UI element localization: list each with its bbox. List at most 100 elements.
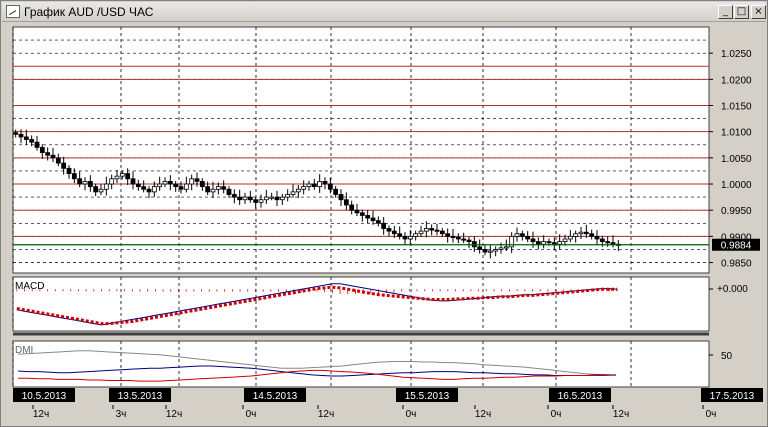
- candle-body: [189, 178, 195, 185]
- candle-body: [375, 220, 381, 224]
- candle-body: [445, 233, 451, 237]
- price-tick-label: 1.0100: [721, 128, 752, 139]
- date-label: 16.5.2013: [558, 391, 603, 402]
- candle-body: [13, 132, 19, 135]
- hour-label: 0ч: [406, 409, 417, 420]
- candle-body: [413, 233, 419, 237]
- candle-body: [391, 230, 397, 235]
- candle-body: [359, 212, 365, 216]
- title-bar[interactable]: График AUD /USD ЧАС _ □ ×: [2, 2, 766, 22]
- candle-body: [594, 235, 600, 240]
- candle-body: [274, 196, 280, 201]
- window-title: График AUD /USD ЧАС: [24, 5, 154, 19]
- candle-body: [263, 196, 269, 201]
- price-tick-label: 0.9900: [721, 232, 752, 243]
- hour-label: 0ч: [551, 409, 562, 420]
- candle-body: [498, 247, 504, 250]
- candle-body: [354, 209, 360, 214]
- candle-body: [583, 231, 589, 235]
- date-label: 17.5.2013: [710, 391, 755, 402]
- candle-body: [173, 183, 179, 188]
- candle-body: [541, 241, 547, 245]
- candle-body: [157, 183, 163, 188]
- minimize-button[interactable]: _: [718, 5, 733, 19]
- candle-body: [178, 186, 184, 190]
- close-button[interactable]: ×: [751, 5, 766, 19]
- candle-body: [450, 235, 456, 238]
- candle-body: [77, 178, 83, 185]
- candle-body: [109, 178, 115, 185]
- candle-body: [119, 173, 125, 177]
- candle-body: [93, 186, 99, 193]
- date-label-box: [109, 388, 171, 402]
- candle-body: [45, 152, 51, 156]
- macd-panel[interactable]: [12, 276, 710, 332]
- candle-body: [82, 181, 88, 185]
- candle-body: [525, 235, 531, 240]
- candle-body: [210, 188, 216, 193]
- candle-body: [66, 167, 72, 174]
- candle-body: [285, 194, 291, 198]
- candle-body: [349, 204, 355, 211]
- price-tick-label: 0.9950: [721, 206, 752, 217]
- time-axis: 10.5.2013 13.5.2013 14.5.2013 15.5.2013 16.5…: [13, 388, 763, 420]
- candle-body: [333, 188, 339, 195]
- maximize-button[interactable]: □: [734, 5, 749, 19]
- candle-body: [493, 249, 499, 252]
- candle-body: [562, 238, 568, 242]
- candle-body: [18, 133, 24, 138]
- candle-body: [530, 238, 536, 242]
- macd-signal-line: [16, 285, 618, 326]
- price-tick-label: 0.9850: [721, 259, 752, 270]
- candle-body: [487, 250, 493, 253]
- candle-body: [418, 230, 424, 235]
- candle-body: [194, 178, 200, 182]
- candle-body: [317, 181, 323, 188]
- candle-body: [162, 181, 168, 185]
- price-vertical-grid: [12, 27, 632, 273]
- price-axis: 1.0250 1.0200 1.0150 1.0100 1.0050 1.0000 0.99…: [709, 49, 752, 270]
- candle-body: [434, 229, 440, 232]
- candle-body: [589, 233, 595, 237]
- candle-body: [55, 157, 61, 164]
- macd-plot: [16, 283, 618, 326]
- candle-body: [34, 141, 40, 148]
- date-label-box: [396, 388, 458, 402]
- candle-body: [279, 196, 285, 201]
- candle-body: [29, 139, 35, 143]
- candle-body: [167, 181, 173, 185]
- candle-body: [610, 242, 616, 245]
- hour-label: 12ч: [166, 409, 182, 420]
- candle-body: [429, 228, 435, 231]
- candle-body: [151, 186, 157, 193]
- chart-area[interactable]: 1.0250 1.0200 1.0150 1.0100 1.0050 1.0000 0.99…: [1, 23, 767, 427]
- candle-body: [386, 228, 392, 232]
- price-tick-label: 1.0000: [721, 180, 752, 191]
- price-panel[interactable]: [12, 26, 710, 274]
- candle-body: [546, 241, 552, 244]
- candle-body: [322, 181, 328, 185]
- date-label-box: [244, 388, 306, 402]
- candle-body: [397, 233, 403, 237]
- candle-body: [557, 241, 563, 245]
- candle-body: [39, 146, 45, 154]
- dmi-plus-line: [18, 365, 616, 377]
- hour-label: 0ч: [706, 409, 717, 420]
- date-label-box: [549, 388, 611, 402]
- candle-body: [98, 188, 104, 193]
- candle-body: [423, 228, 429, 232]
- date-label: 15.5.2013: [405, 391, 450, 402]
- candle-body: [269, 196, 275, 199]
- candle-body: [343, 199, 349, 206]
- candle-body: [306, 183, 312, 188]
- candle-body: [226, 188, 232, 195]
- dmi-adx-line: [18, 350, 616, 376]
- candle-body: [130, 178, 136, 185]
- price-red-levels: [13, 65, 709, 237]
- candle-body: [509, 235, 515, 248]
- candle-body: [237, 196, 243, 201]
- candle-body: [578, 231, 584, 235]
- candle-body: [23, 136, 29, 140]
- candle-body: [215, 186, 221, 190]
- candle-body: [466, 239, 472, 242]
